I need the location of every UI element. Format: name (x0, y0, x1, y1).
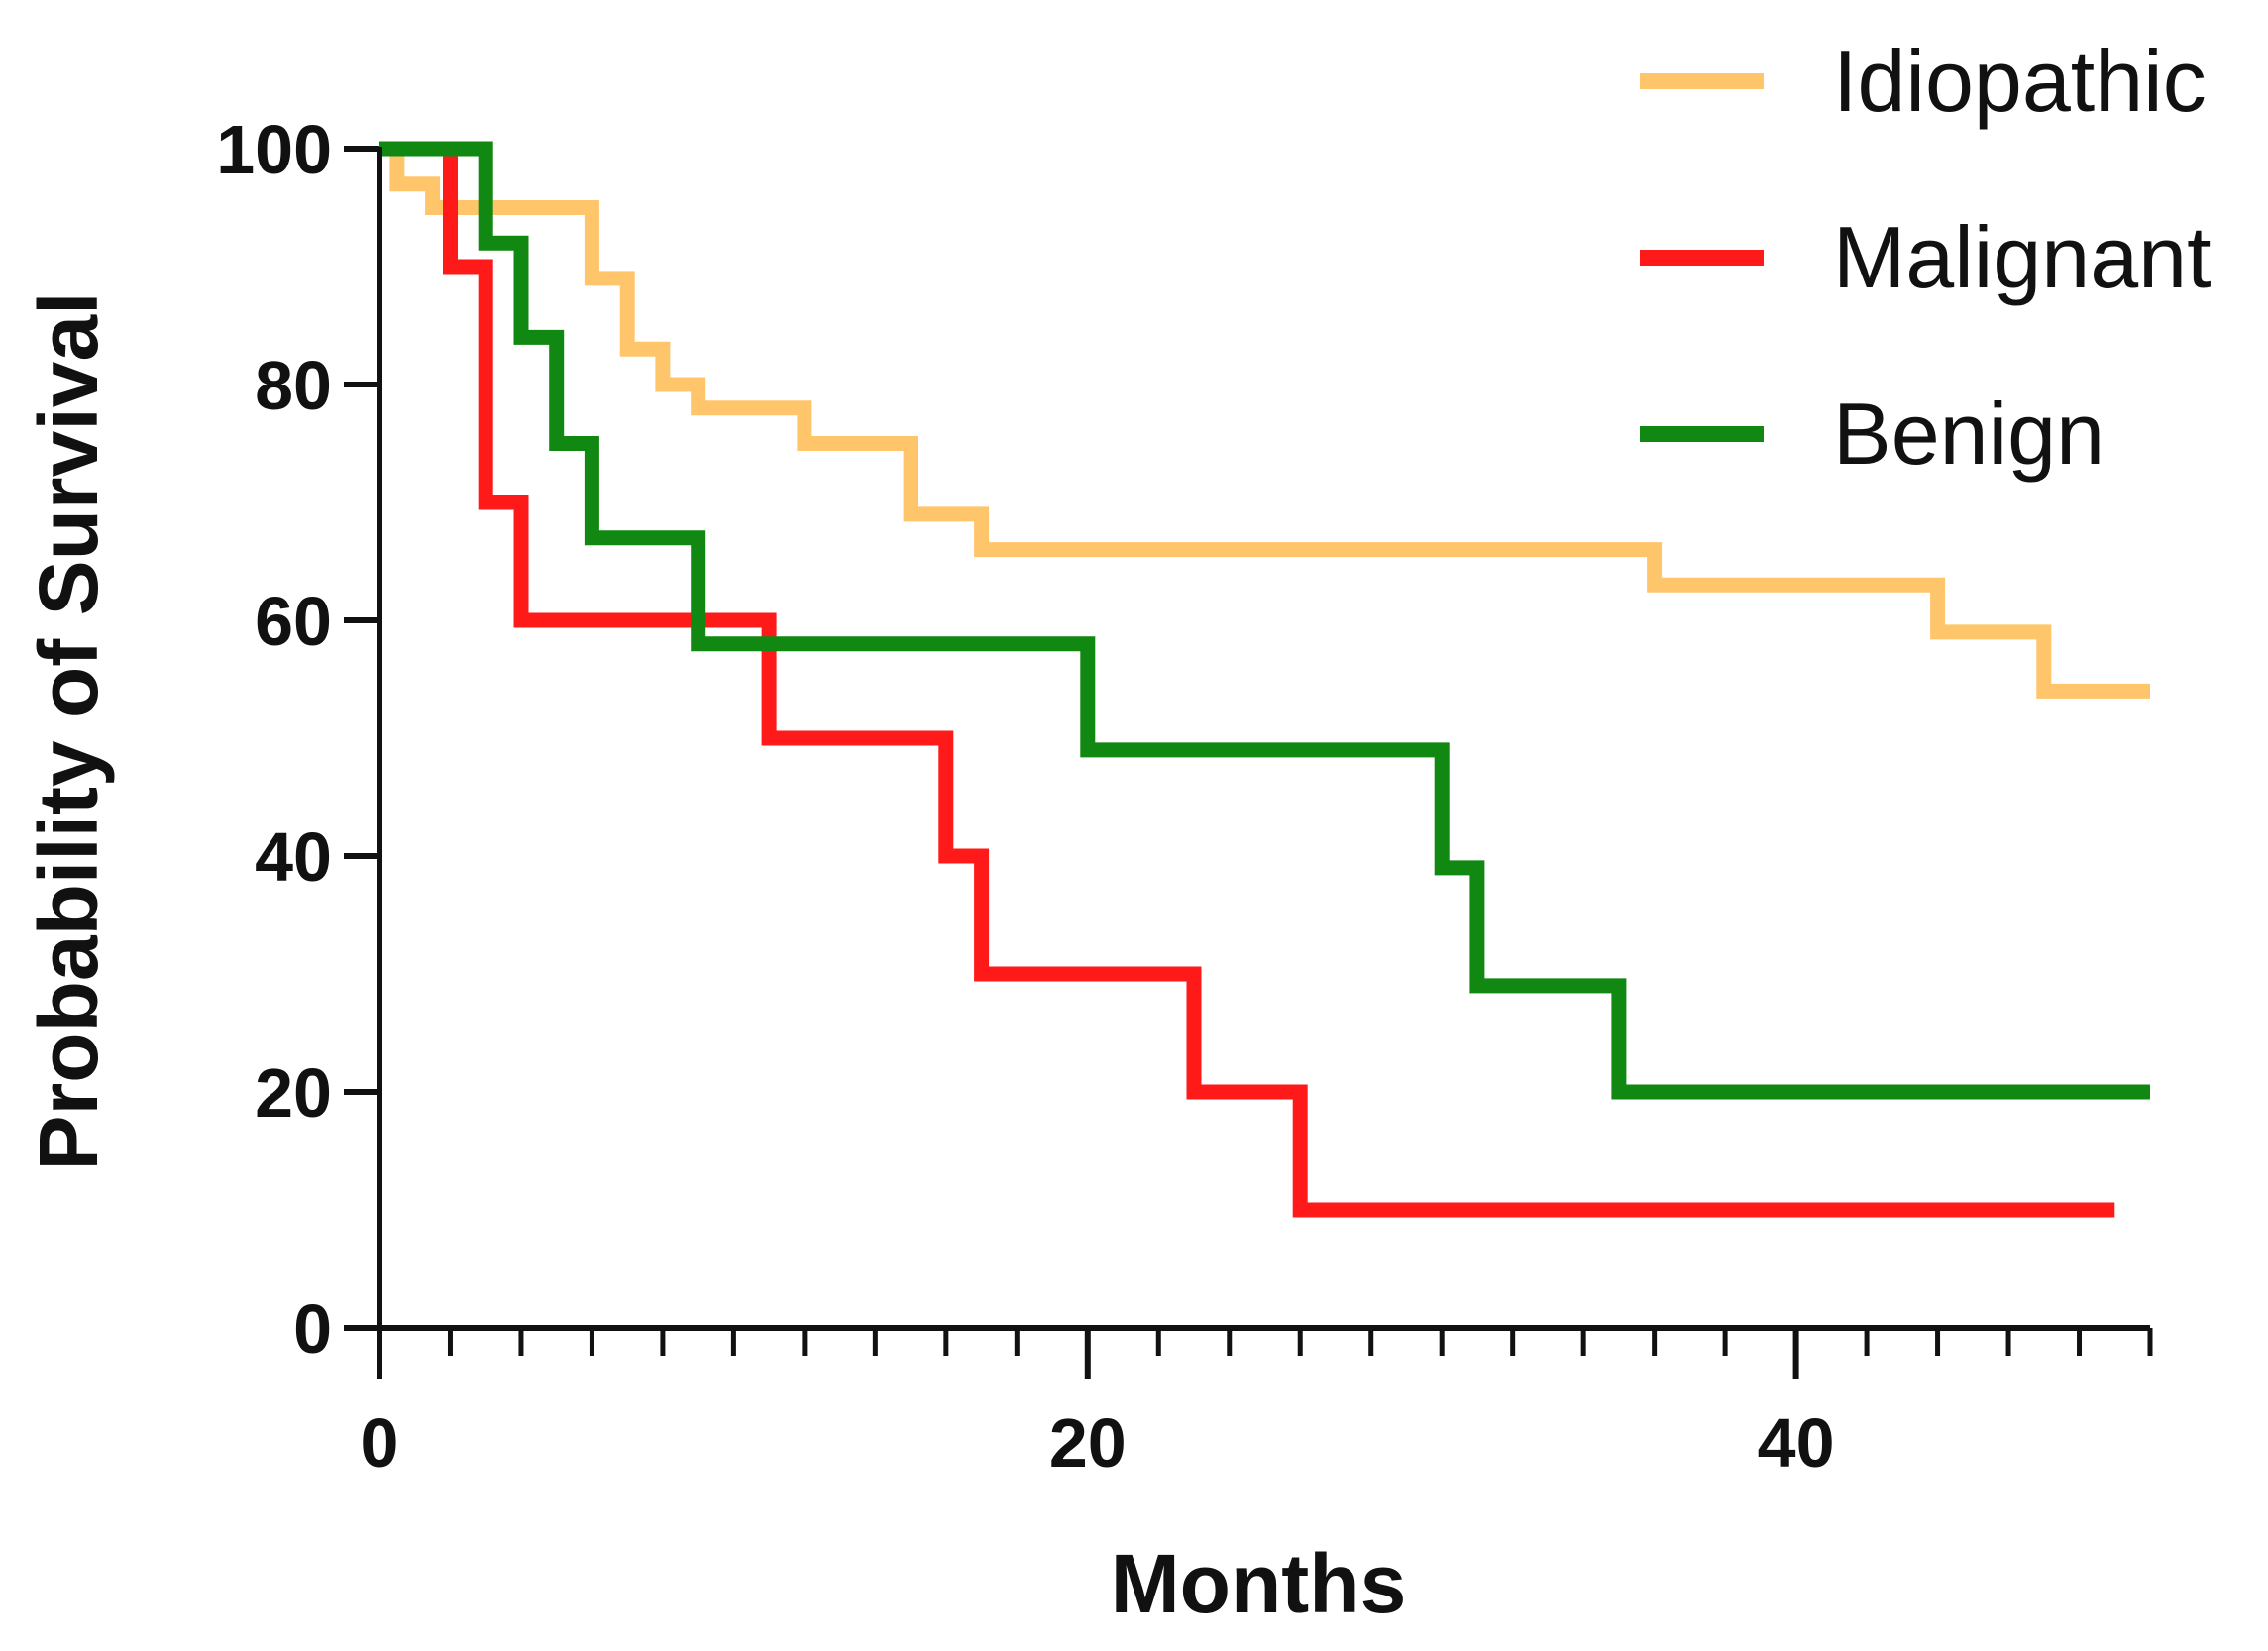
y-tick-label: 80 (255, 347, 332, 424)
series-line-malignant (379, 141, 2115, 1218)
series-line-idiopathic (379, 141, 2150, 699)
x-tick-label: 20 (1049, 1404, 1127, 1482)
legend-label-malignant: Malignant (1833, 208, 2212, 306)
y-tick-label: 60 (255, 583, 332, 660)
y-tick-label: 0 (293, 1290, 332, 1368)
x-axis-title: Months (1111, 1537, 1407, 1630)
series-layer (379, 141, 2150, 1218)
legend-label-benign: Benign (1833, 385, 2105, 483)
y-tick-label: 100 (216, 111, 332, 188)
series-line-benign (379, 141, 2150, 1100)
x-tick-label: 0 (361, 1404, 399, 1482)
y-tick-label: 40 (255, 819, 332, 896)
legend-label-idiopathic: Idiopathic (1833, 32, 2207, 130)
y-tick-label: 20 (255, 1054, 332, 1132)
axis-layer: 0 20 40 60 80 100 0 20 40 (216, 111, 2153, 1482)
legend: Idiopathic Malignant Benign (1640, 32, 2212, 483)
y-axis-title: Probability of Survival (22, 292, 115, 1171)
x-tick-label: 40 (1758, 1404, 1835, 1482)
